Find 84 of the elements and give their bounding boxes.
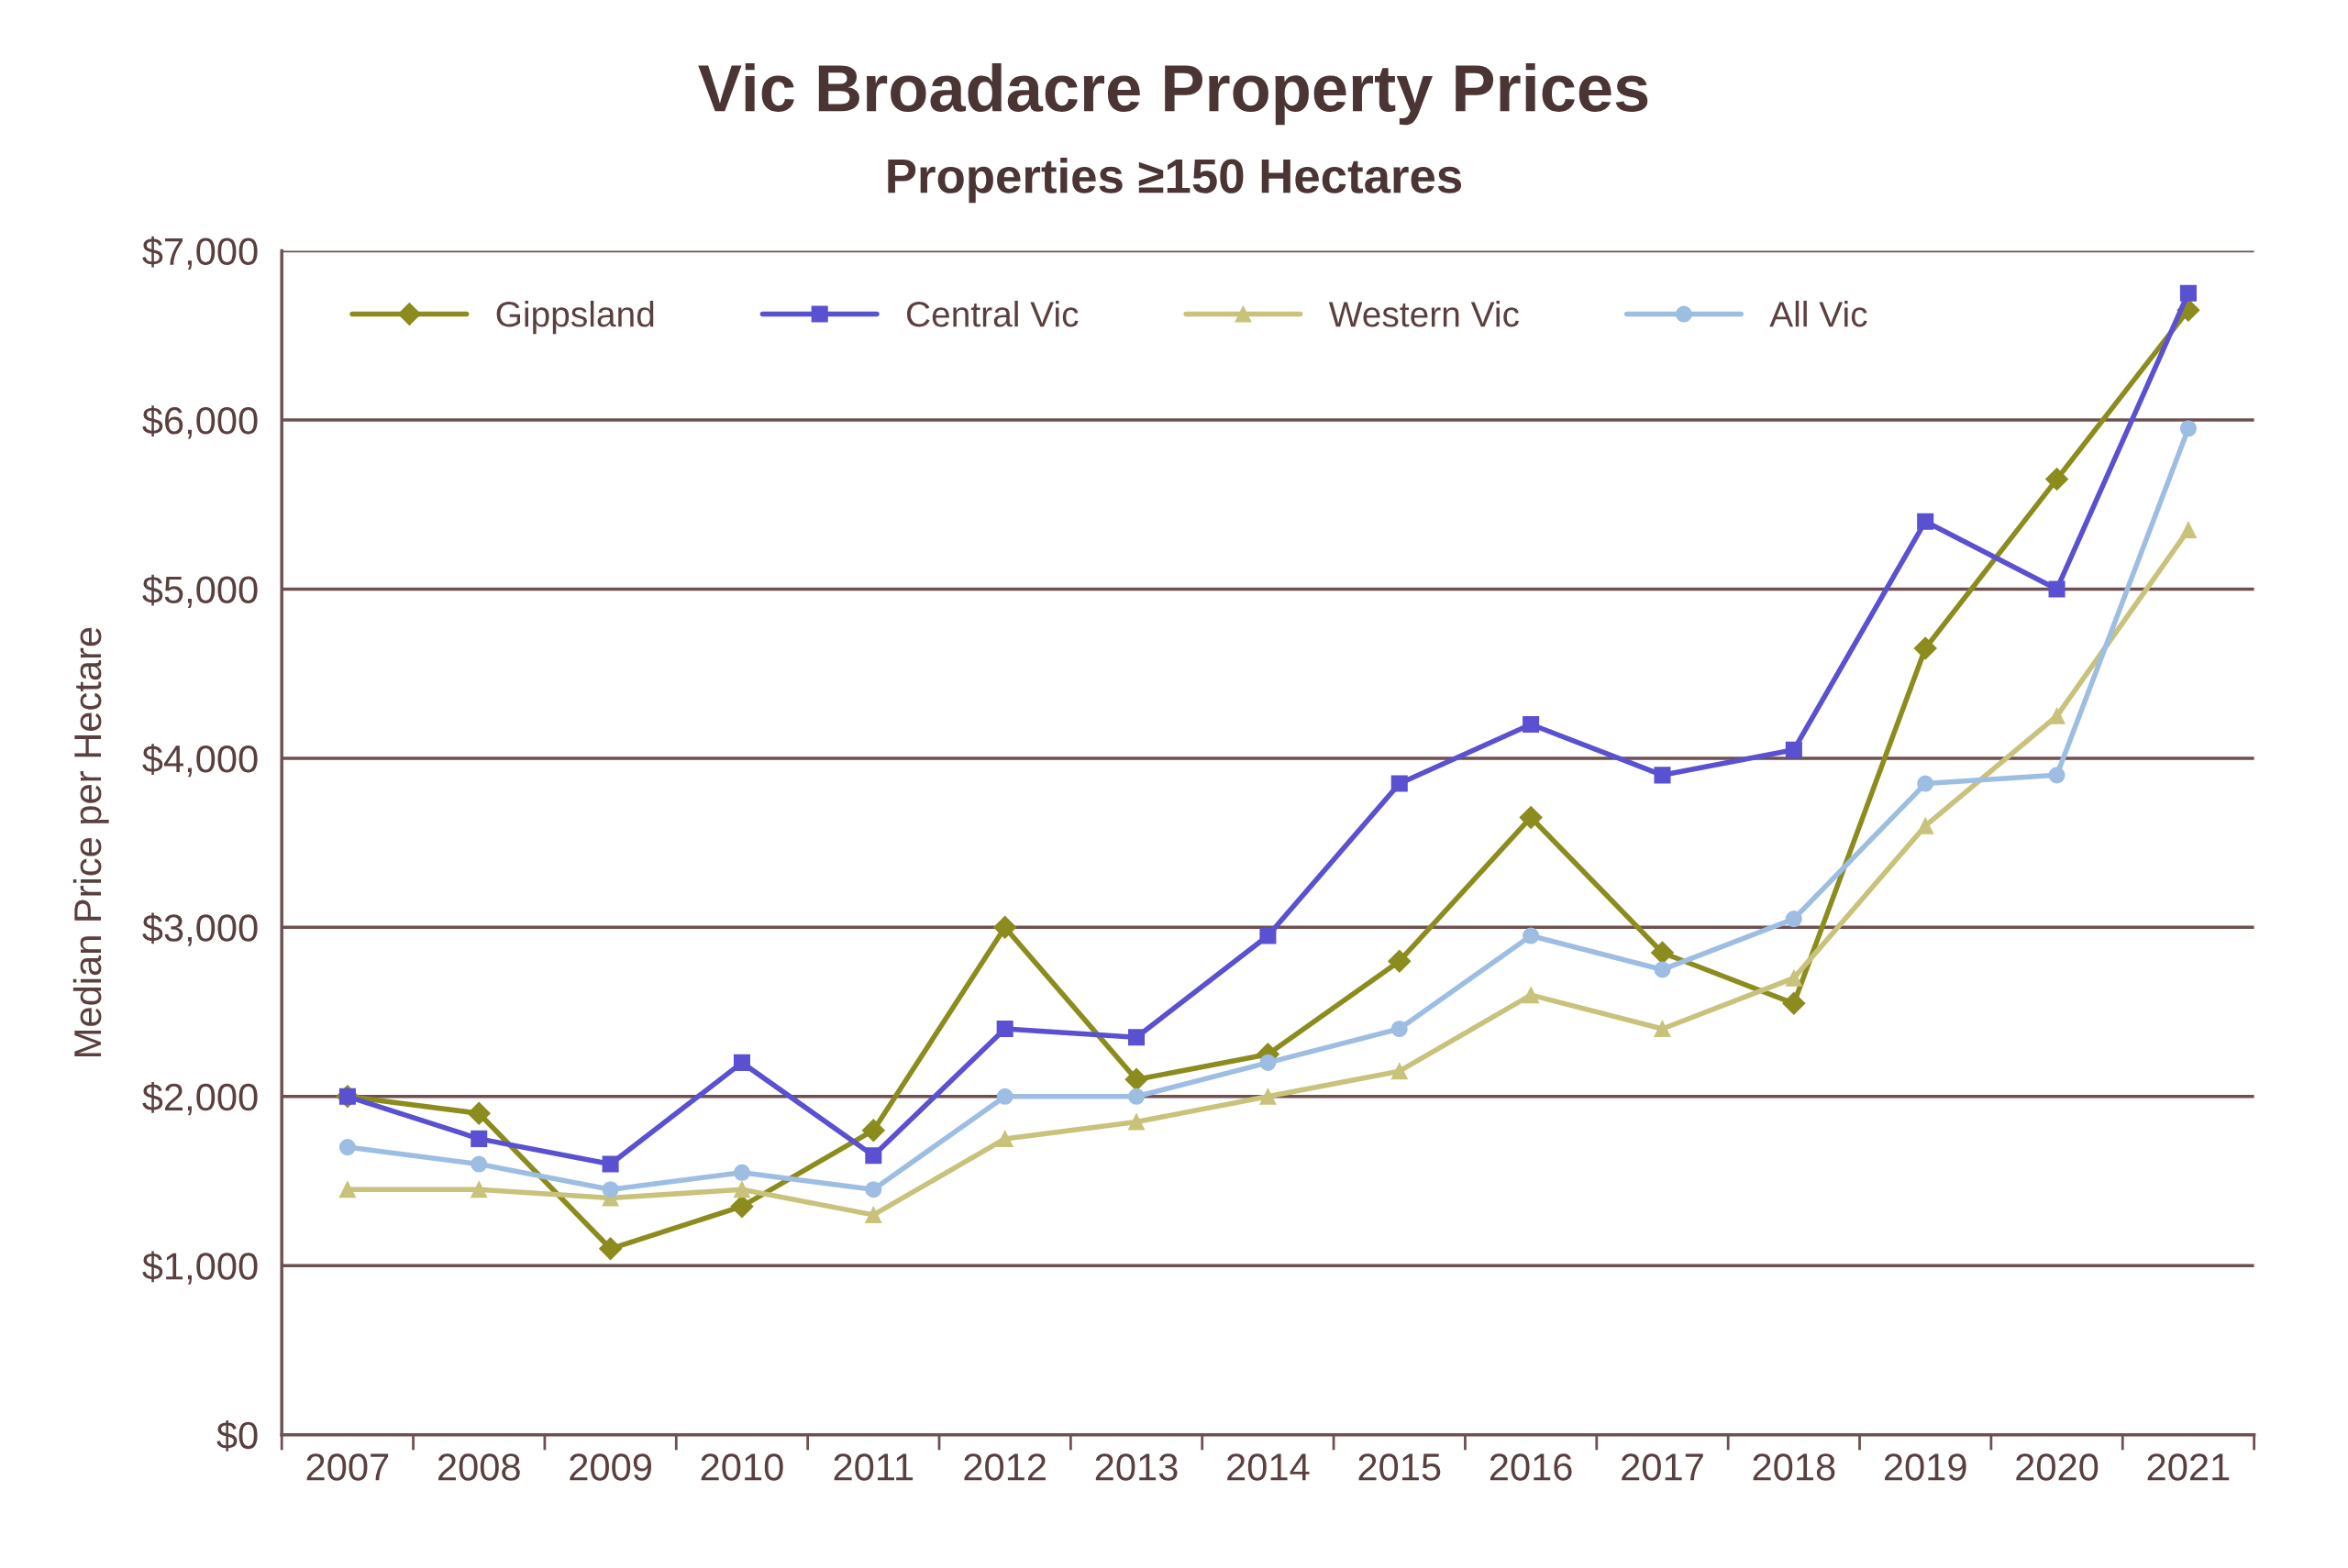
point: [471, 1130, 488, 1147]
y-tick-label: $7,000: [142, 236, 258, 271]
x-tick-label: 2007: [306, 1453, 389, 1481]
point: [1390, 1020, 1408, 1038]
point: [2179, 420, 2197, 437]
x-tick-label: 2017: [1622, 1453, 1703, 1481]
point: [1654, 961, 1671, 978]
y-tick-label: $1,000: [142, 1251, 258, 1285]
point: [1654, 767, 1671, 784]
x-tick-label: 2014: [1227, 1453, 1310, 1481]
point: [2179, 521, 2197, 538]
point: [730, 1195, 754, 1219]
point: [471, 1181, 488, 1198]
legend-label: Central Vic: [907, 300, 1079, 327]
x-tick-label: 2009: [570, 1453, 651, 1481]
x-tick-label: 2011: [834, 1453, 914, 1481]
point: [2048, 580, 2066, 598]
y-tick-label: $0: [216, 1419, 258, 1452]
point: [1523, 715, 1540, 734]
point: [1917, 513, 1934, 530]
y-tick-label: $3,000: [142, 912, 258, 946]
point: [1259, 927, 1277, 944]
point: [1654, 1020, 1671, 1038]
point: [865, 1181, 882, 1198]
point: [338, 1139, 356, 1156]
x-tick-label: 2018: [1753, 1453, 1835, 1481]
point: [1785, 741, 1802, 758]
point: [1388, 949, 1412, 973]
point: [1128, 1088, 1146, 1105]
point: [602, 1181, 619, 1198]
chart-subtitle: Properties ≥150 Hectares: [888, 158, 1462, 204]
point: [1390, 1063, 1408, 1080]
point: [1128, 1029, 1146, 1046]
point: [996, 1020, 1013, 1038]
point: [602, 1155, 619, 1173]
point: [1259, 1054, 1277, 1071]
point: [1519, 805, 1543, 829]
x-tick-label: 2020: [2016, 1453, 2099, 1481]
point: [996, 1130, 1013, 1147]
legend-label: Gippsland: [496, 300, 654, 335]
point: [861, 1119, 885, 1143]
y-tick-label: $2,000: [142, 1082, 258, 1116]
point: [1523, 927, 1540, 944]
point: [599, 1237, 623, 1261]
point: [1390, 775, 1408, 792]
point: [1128, 1113, 1146, 1131]
x-tick-label: 2019: [1884, 1453, 1966, 1481]
y-tick-label: $4,000: [142, 744, 258, 778]
x-tick-label: 2012: [964, 1453, 1046, 1481]
point: [1785, 911, 1802, 928]
legend-label: All Vic: [1769, 300, 1867, 327]
point: [2048, 767, 2066, 784]
point: [1651, 941, 1674, 965]
point: [1785, 969, 1802, 987]
point: [467, 1101, 491, 1125]
point: [1523, 987, 1540, 1004]
point: [1782, 991, 1806, 1015]
point: [996, 1088, 1013, 1105]
point: [2045, 468, 2069, 491]
legend-label: Western Vic: [1328, 300, 1519, 327]
y-tick-label: $5,000: [142, 574, 258, 608]
x-tick-label: 2016: [1490, 1453, 1572, 1481]
point: [1913, 636, 1937, 660]
point: [1917, 775, 1934, 792]
y-tick-label: $6,000: [142, 405, 258, 439]
y-axis-title: Median Price per Hectare: [72, 627, 109, 1056]
point: [1917, 817, 1934, 834]
point: [1259, 1088, 1277, 1105]
x-tick-label: 2008: [438, 1453, 520, 1481]
x-tick-label: 2021: [2147, 1453, 2230, 1481]
x-tick-label: 2015: [1358, 1453, 1441, 1481]
point: [865, 1206, 882, 1223]
point: [338, 1181, 356, 1198]
point: [1124, 1067, 1148, 1091]
point: [993, 915, 1017, 939]
chart-title: Vic Broadacre Property Prices: [698, 62, 1648, 126]
point: [733, 1164, 750, 1181]
point: [471, 1155, 488, 1173]
x-tick-label: 2010: [701, 1453, 783, 1481]
point: [2179, 284, 2197, 302]
point: [733, 1054, 750, 1071]
point: [865, 1147, 882, 1165]
x-tick-label: 2013: [1095, 1453, 1178, 1481]
point: [733, 1181, 750, 1198]
